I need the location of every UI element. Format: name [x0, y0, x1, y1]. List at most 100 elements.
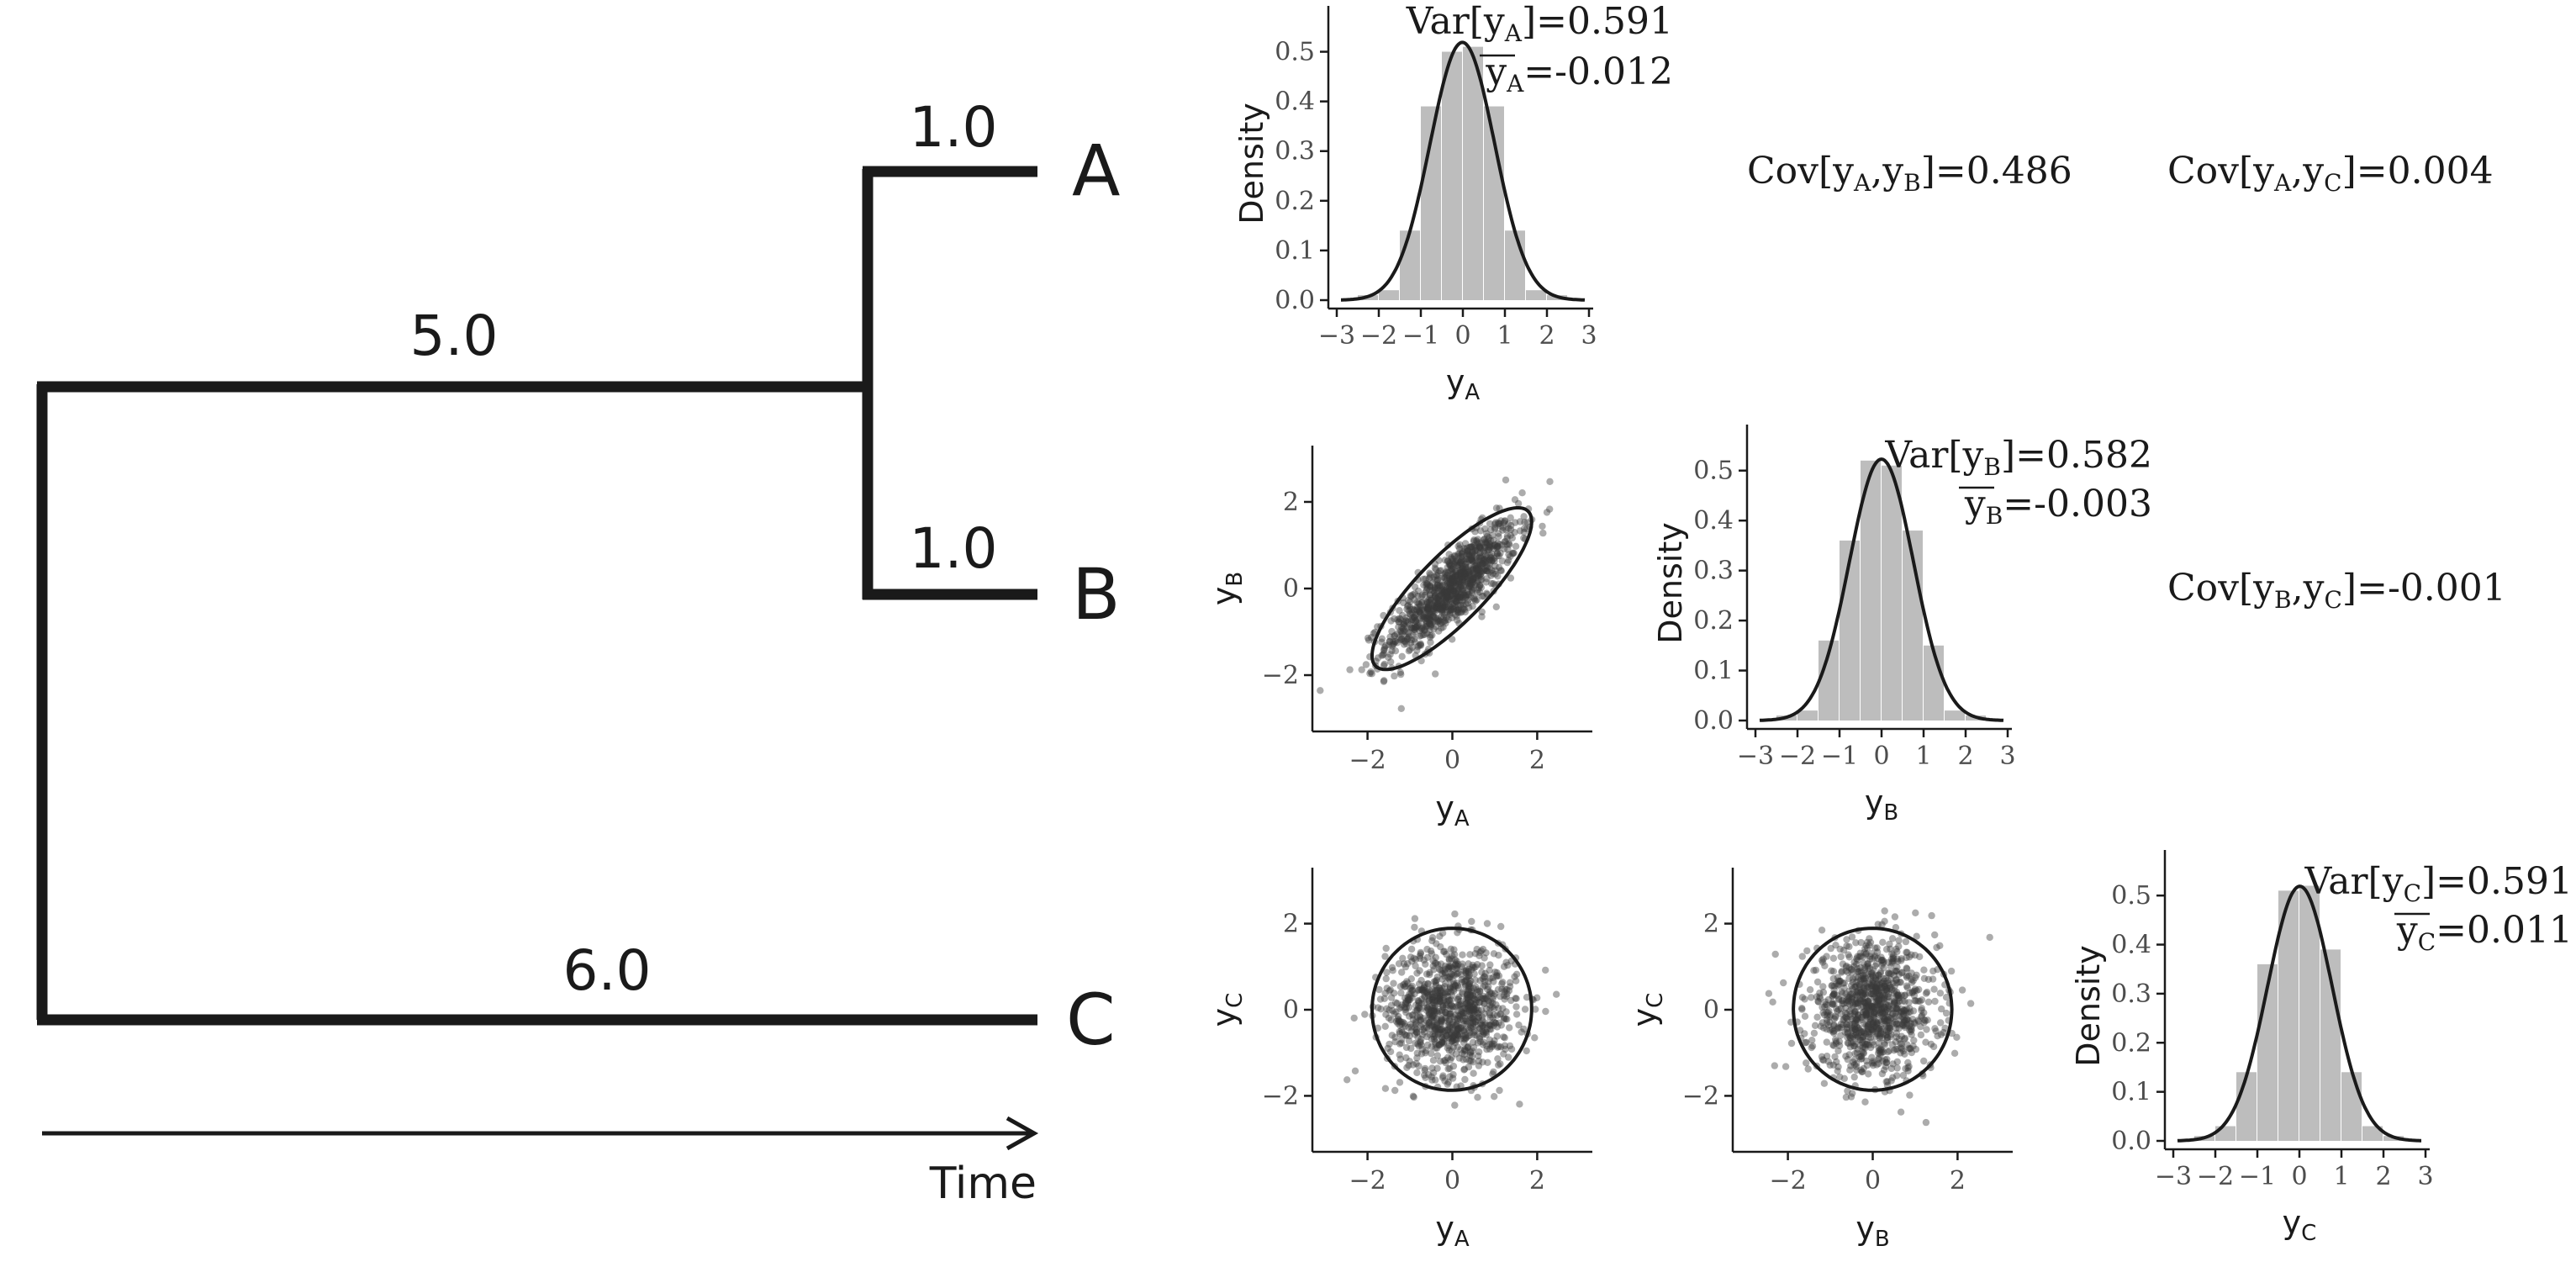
scatter-point	[1879, 1057, 1887, 1065]
scatter-point	[1475, 1062, 1483, 1069]
scatter-point	[1849, 979, 1857, 986]
scatter-point	[1419, 1015, 1428, 1022]
scatter-point	[1445, 974, 1453, 982]
scatter-point	[1446, 593, 1454, 600]
scatter-point	[1407, 639, 1415, 647]
scatter-point	[1769, 998, 1776, 1006]
scatter-point	[1890, 1016, 1898, 1023]
scatter-point	[1438, 609, 1446, 616]
scatter-point	[1909, 1043, 1917, 1050]
scatter-point	[1854, 956, 1861, 964]
x-tick-label: 1	[1915, 742, 1931, 771]
scatter-point	[1882, 1032, 1889, 1039]
scatter-point	[1810, 1029, 1819, 1037]
scatter-point	[1861, 974, 1868, 983]
scatter-point	[1876, 975, 1883, 983]
scatter-point	[1418, 1031, 1427, 1039]
scatter-point	[1374, 654, 1382, 662]
scatter-point	[1520, 528, 1528, 536]
scatter-point	[1452, 594, 1460, 602]
scatter-point	[1486, 1022, 1495, 1030]
scatter-point	[1396, 615, 1404, 622]
scatter-point	[1465, 596, 1472, 604]
scatter-point	[1503, 532, 1512, 540]
scatter-point	[1893, 1006, 1901, 1013]
scatter-point	[1432, 1026, 1439, 1033]
scatter-point	[1449, 574, 1456, 582]
scatter-point	[1467, 1022, 1475, 1030]
scatter-point	[1433, 599, 1442, 607]
scatter-point	[1865, 1070, 1872, 1078]
scatter-point	[1821, 998, 1829, 1006]
scatter-point	[1430, 978, 1438, 985]
scatter-point	[1870, 966, 1877, 974]
scatter-point	[1860, 1064, 1867, 1073]
histogram-bar	[1840, 540, 1860, 721]
scatter-point	[1910, 1019, 1919, 1027]
scatter-point	[1423, 604, 1431, 612]
scatter-point	[1909, 977, 1917, 985]
scatter-point	[1428, 1043, 1436, 1051]
scatter-point	[1464, 591, 1471, 599]
scatter-point	[1476, 582, 1484, 589]
scatter-point	[1458, 608, 1465, 615]
scatter-point	[1882, 1058, 1891, 1066]
scatter-point	[1898, 1045, 1906, 1053]
scatter-point	[1479, 1022, 1487, 1029]
scatter-point	[1445, 588, 1453, 595]
scatter-point	[1470, 989, 1477, 997]
scatter-point	[1491, 1019, 1500, 1027]
scatter-point	[1898, 1022, 1906, 1030]
scatter-point	[1853, 1032, 1861, 1040]
scatter-point	[1878, 962, 1886, 969]
scatter-point	[1507, 514, 1514, 521]
scatter-point	[1440, 581, 1449, 589]
scatter-point	[1499, 526, 1507, 534]
scatter-point	[1405, 1062, 1412, 1069]
scatter-point	[1426, 611, 1433, 619]
scatter-point	[1872, 976, 1880, 985]
scatter-point	[1897, 1049, 1904, 1057]
scatter-point	[1804, 1065, 1812, 1073]
y-tick-label: 0.5	[1275, 38, 1315, 67]
scatter-point	[1427, 623, 1434, 631]
scatter-point	[1887, 1064, 1895, 1073]
scatter-point	[1942, 994, 1950, 1001]
scatter-point	[1827, 944, 1834, 953]
scatter-point	[1449, 579, 1458, 587]
scatter-point	[1478, 995, 1486, 1002]
scatter-point	[1462, 966, 1470, 974]
scatter-point	[1911, 985, 1919, 993]
scatter-point	[1866, 942, 1873, 949]
scatter-point	[1854, 1000, 1862, 1007]
scatter-point	[1417, 631, 1425, 639]
scatter-point	[1386, 1048, 1395, 1056]
scatter-point	[1413, 1029, 1421, 1037]
scatter-point	[1434, 593, 1443, 600]
scatter-point	[1391, 999, 1400, 1006]
scatter-point	[1468, 567, 1475, 574]
scatter-point	[1493, 1032, 1502, 1040]
scatter-point	[1386, 986, 1395, 994]
scatter-point	[1852, 1031, 1860, 1039]
scatter-point	[1903, 1009, 1910, 1016]
scatter-point	[1390, 979, 1397, 987]
scatter-point	[1408, 958, 1416, 965]
scatter-point	[1391, 647, 1400, 655]
scatter-point	[1878, 1069, 1887, 1078]
scatter-point	[1937, 1031, 1945, 1038]
scatter-point	[1415, 641, 1423, 649]
scatter-point	[1406, 985, 1414, 992]
y-tick-label: 0.0	[1693, 706, 1734, 736]
scatter-point	[1489, 556, 1497, 564]
scatter-point	[1462, 573, 1470, 581]
scatter-point	[1877, 1011, 1886, 1018]
scatter-point	[1843, 1022, 1850, 1029]
scatter-point	[1428, 1007, 1435, 1015]
scatter-point	[1436, 997, 1444, 1006]
scatter-point	[1842, 1013, 1850, 1022]
scatter-point	[1413, 1054, 1421, 1062]
scatter-point	[1446, 1073, 1454, 1080]
scatter-point	[1851, 1049, 1859, 1058]
scatter-point	[1861, 999, 1868, 1006]
